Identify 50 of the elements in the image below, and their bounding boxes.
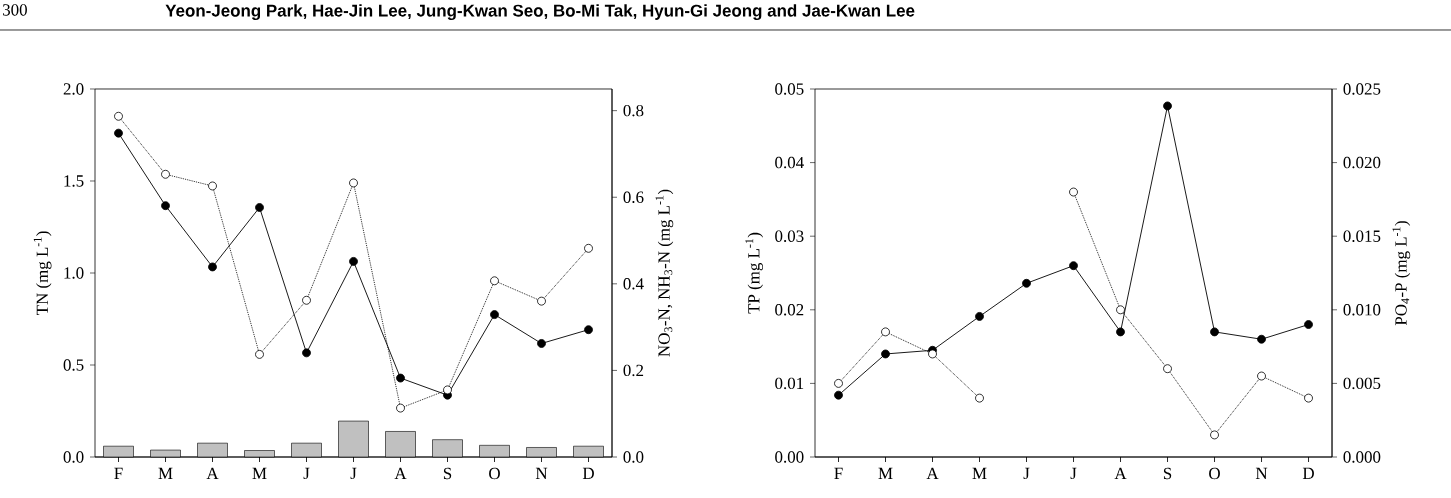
y2-tick-label: 0.8	[623, 104, 644, 117]
y2-tick-label: 0.010	[1343, 304, 1381, 316]
x-tick-label: J	[350, 467, 357, 480]
y2-tick-label: 0.025	[1343, 83, 1381, 95]
y2-tick-label: 0.005	[1343, 377, 1381, 390]
y-tick-label: 0.02	[775, 304, 804, 316]
x-tick-label: J	[1070, 467, 1077, 480]
y-axis-title: TN (mg L$^{-1}$)	[33, 231, 52, 316]
x-tick-label: O	[1209, 467, 1220, 480]
y-tick-label: 1.0	[64, 267, 84, 279]
y-tick-label: 0.00	[775, 451, 804, 463]
x-tick-label: A	[394, 467, 407, 480]
y2-tick-label: 0.020	[1343, 156, 1381, 169]
x-tick-label: N	[1255, 467, 1268, 479]
x-tick-label: N	[535, 467, 548, 479]
x-tick-label: J	[1023, 467, 1030, 480]
x-tick-label: D	[582, 467, 594, 479]
y2-tick-label: 0.4	[623, 278, 644, 290]
y2-tick-label: 0.6	[623, 191, 644, 203]
x-tick-label: D	[1302, 467, 1314, 479]
x-tick-label: A	[206, 467, 219, 480]
x-tick-label: F	[834, 467, 843, 479]
y2-tick-label: 0.0	[623, 451, 644, 463]
x-tick-label: A	[926, 467, 939, 480]
y-tick-label: 1.5	[64, 175, 84, 187]
x-tick-label: J	[303, 467, 310, 480]
y-tick-label: 0.04	[775, 156, 804, 169]
text: Yeon-Jeong Park, Hae-Jin Lee, Jung-Kwan Seo, Bo-Mi Tak, Hyun-Gi Jeong and Jae-Kwan Lee	[165, 4, 915, 21]
y-tick-label: 2.0	[63, 83, 84, 95]
x-tick-label: S	[443, 467, 452, 480]
y2-tick-label: 0.015	[1343, 230, 1381, 242]
x-tick-label: A	[1114, 467, 1127, 480]
y2-tick-label: 0.2	[623, 364, 644, 377]
x-tick-label: F	[114, 467, 123, 479]
y-tick-label: 0.03	[775, 230, 804, 242]
x-tick-label: M	[252, 467, 267, 479]
x-tick-label: S	[1163, 467, 1172, 480]
y-tick-label: 0.01	[775, 377, 804, 390]
y-tick-label: 0.05	[775, 83, 804, 95]
y2-axis-title: PO$_{4}$-P (mg L$^{-1}$)	[1392, 221, 1411, 326]
x-tick-label: O	[489, 467, 500, 480]
y2-axis-title: NO$_{3}$-N, NH$_{3}$-N (mg L$^{-1}$)	[655, 189, 674, 357]
y-tick-label: 0.5	[63, 359, 84, 371]
y-tick-label: 0.0	[63, 451, 84, 463]
y-axis-title: TP (mg L$^{-1}$)	[745, 232, 764, 314]
x-tick-label: M	[878, 467, 893, 479]
x-tick-label: M	[158, 467, 173, 479]
x-tick-label: M	[972, 467, 987, 479]
y2-tick-label: 0.000	[1343, 451, 1381, 463]
text: 300	[3, 4, 27, 16]
